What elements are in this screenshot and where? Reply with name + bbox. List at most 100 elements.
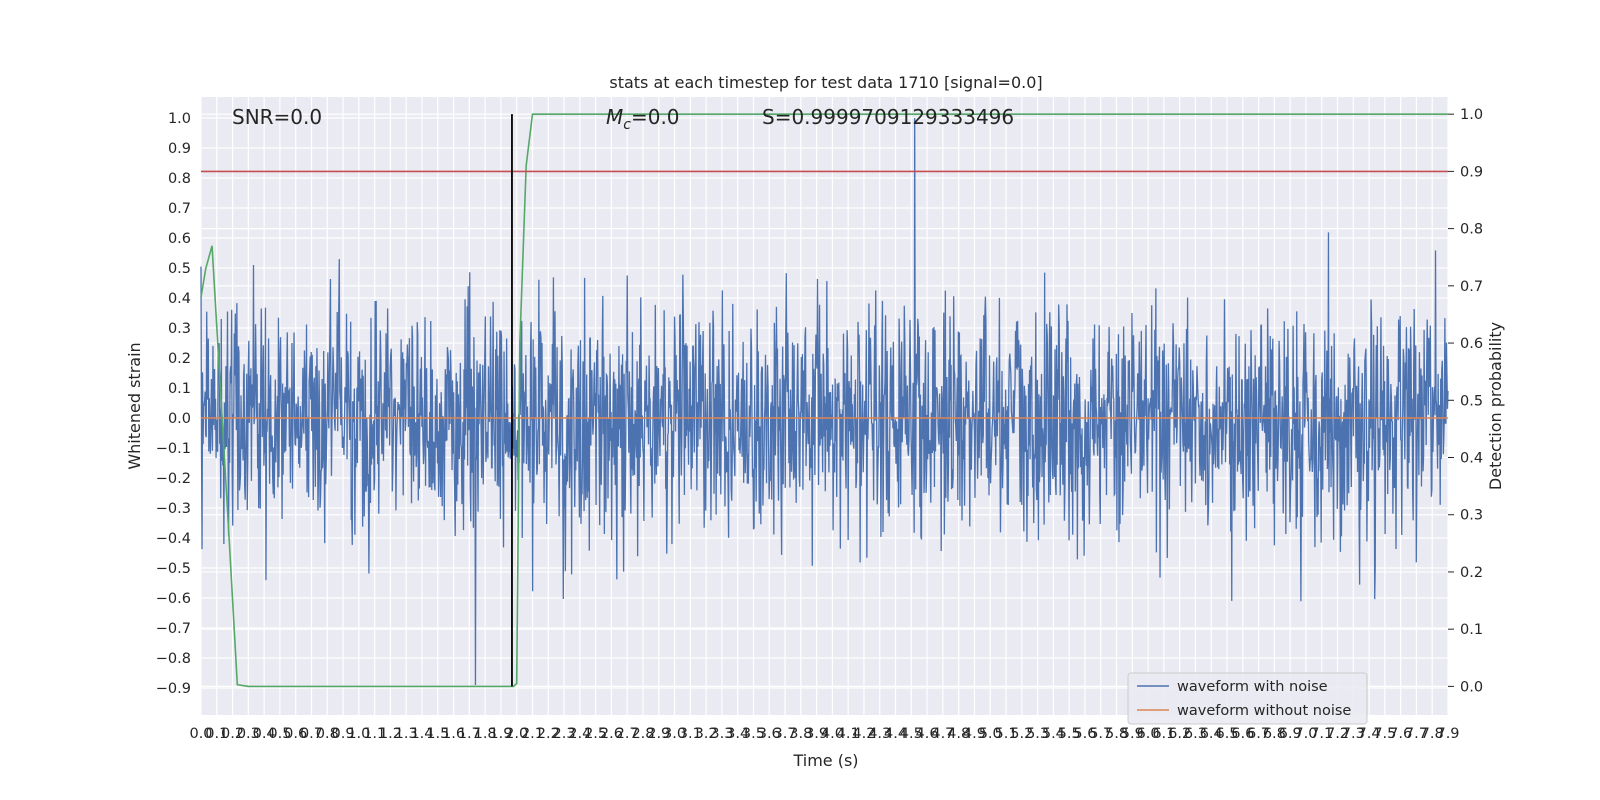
x-tick-label: 0.9 [332, 726, 355, 742]
y-tick-label-right: 0.0 [1460, 679, 1483, 695]
detection-probability-line [200, 113, 1448, 688]
x-tick-label: 5.6 [1073, 726, 1096, 742]
x-tick-label: 4.8 [947, 726, 970, 742]
x-tick-label: 4.1 [837, 726, 860, 742]
x-tick-label: 1.7 [458, 726, 481, 742]
x-tick-label: 0.3 [237, 726, 260, 742]
x-tick-label: 2.4 [568, 726, 591, 742]
x-tick-label: 3.3 [710, 726, 733, 742]
x-axis-label: Time (s) [792, 751, 858, 770]
x-tick-label: 0.4 [253, 726, 276, 742]
y-tick-label: 0.2 [168, 351, 191, 367]
x-tick-label: 4.6 [916, 726, 939, 742]
x-tick-label: 3.0 [663, 726, 686, 742]
x-tick-label: 1.1 [363, 726, 386, 742]
x-tick-label: 0.8 [316, 726, 339, 742]
y-tick-label: 0.1 [168, 381, 191, 397]
y-tick-label-right: 0.7 [1460, 279, 1483, 295]
x-tick-label: 2.8 [631, 726, 654, 742]
mc-value: =0.0 [631, 105, 680, 129]
x-tick-label: 5.5 [1058, 726, 1081, 742]
x-tick-label: 0.5 [268, 726, 291, 742]
y-axis-left: 1.0 0.9 0.8 0.7 0.6 0.5 0.4 0.3 0.2 0.1 0.0 −0.1 −0.… [156, 111, 191, 697]
x-tick-label: 7.7 [1405, 726, 1428, 742]
y-tick-label: −0.1 [156, 441, 191, 457]
y-tick-label-right: 0.9 [1460, 164, 1483, 180]
x-tick-label: 6.3 [1184, 726, 1207, 742]
x-tick-label: 3.9 [805, 726, 828, 742]
y-tick-label-right: 0.4 [1460, 451, 1483, 467]
y-tick-label: −0.3 [156, 501, 191, 517]
y-tick-label: −0.9 [156, 681, 191, 697]
y-axis-label-left: Whitened strain [125, 342, 144, 469]
x-tick-label: 6.6 [1231, 726, 1254, 742]
y-axis-right: 1.0 0.9 0.8 0.7 0.6 0.5 0.4 0.3 0.2 0.1 0.0 [1448, 107, 1483, 695]
x-tick-label: 1.5 [426, 726, 449, 742]
y-tick-label: 0.4 [168, 291, 191, 307]
y-tick-label: 0.6 [168, 231, 191, 247]
x-tick-label: 6.7 [1247, 726, 1270, 742]
x-tick-label: 1.6 [442, 726, 465, 742]
x-tick-label: 7.4 [1358, 726, 1381, 742]
y-tick-label: 0.0 [168, 411, 191, 427]
legend-box [1127, 672, 1368, 725]
y-tick-label: 0.9 [168, 141, 191, 157]
y-tick-label: −0.4 [156, 531, 191, 547]
x-tick-label: 5.8 [1105, 726, 1128, 742]
x-tick-label: 6.5 [1215, 726, 1238, 742]
x-tick-label: 1.4 [410, 726, 433, 742]
x-tick-label: 0.0 [189, 726, 212, 742]
x-tick-label: 1.0 [347, 726, 370, 742]
y-tick-label: −0.2 [156, 471, 191, 487]
x-tick-label: 1.9 [489, 726, 512, 742]
x-tick-label: 5.1 [994, 726, 1017, 742]
waveform-with-noise-line [200, 117, 1449, 686]
x-tick-label: 5.3 [1026, 726, 1049, 742]
x-axis: 0.00.10.20.30.40.50.60.70.80.91.01.11.21… [189, 726, 1459, 742]
legend: waveform with noise waveform without noi… [1127, 672, 1368, 725]
x-tick-label: 7.5 [1373, 726, 1396, 742]
x-tick-label: 1.8 [474, 726, 497, 742]
x-tick-label: 5.0 [979, 726, 1002, 742]
y-tick-label-right: 0.8 [1460, 222, 1483, 238]
series-waveform-with-noise [200, 117, 1449, 686]
x-tick-label: 7.8 [1421, 726, 1444, 742]
x-tick-label: 1.2 [379, 726, 402, 742]
x-tick-label: 2.2 [537, 726, 560, 742]
y-tick-label: 0.3 [168, 321, 191, 337]
x-tick-label: 3.2 [695, 726, 718, 742]
y-tick-label: 1.0 [168, 111, 191, 127]
x-tick-label: 4.9 [963, 726, 986, 742]
y-tick-label-right: 0.3 [1460, 508, 1483, 524]
y-tick-label: −0.6 [156, 591, 191, 607]
x-tick-label: 3.5 [742, 726, 765, 742]
y-tick-label: −0.7 [156, 621, 191, 637]
x-tick-label: 4.7 [931, 726, 954, 742]
y-tick-label-right: 0.5 [1460, 393, 1483, 409]
x-tick-label: 4.0 [821, 726, 844, 742]
mc-symbol: M [606, 105, 623, 129]
x-tick-label: 4.4 [884, 726, 907, 742]
x-tick-label: 7.3 [1342, 726, 1365, 742]
x-tick-label: 1.3 [395, 726, 418, 742]
y-tick-label-right: 0.6 [1460, 336, 1483, 352]
x-tick-label: 7.6 [1389, 726, 1412, 742]
x-tick-label: 7.2 [1326, 726, 1349, 742]
x-tick-label: 5.9 [1121, 726, 1144, 742]
x-tick-label: 2.5 [584, 726, 607, 742]
x-tick-label: 3.1 [679, 726, 702, 742]
x-tick-label: 0.6 [284, 726, 307, 742]
x-tick-label: 6.1 [1152, 726, 1175, 742]
x-tick-label: 2.7 [616, 726, 639, 742]
snr-annotation: SNR=0.0 [232, 105, 322, 129]
legend-label-noise: waveform with noise [1177, 679, 1328, 695]
x-tick-label: 6.9 [1279, 726, 1302, 742]
y-tick-label: −0.8 [156, 651, 191, 667]
x-tick-label: 6.0 [1137, 726, 1160, 742]
x-tick-label: 4.2 [852, 726, 875, 742]
mc-subscript: c [623, 117, 631, 133]
x-tick-label: 5.2 [1010, 726, 1033, 742]
x-tick-label: 7.0 [1294, 726, 1317, 742]
x-tick-label: 5.4 [1042, 726, 1065, 742]
